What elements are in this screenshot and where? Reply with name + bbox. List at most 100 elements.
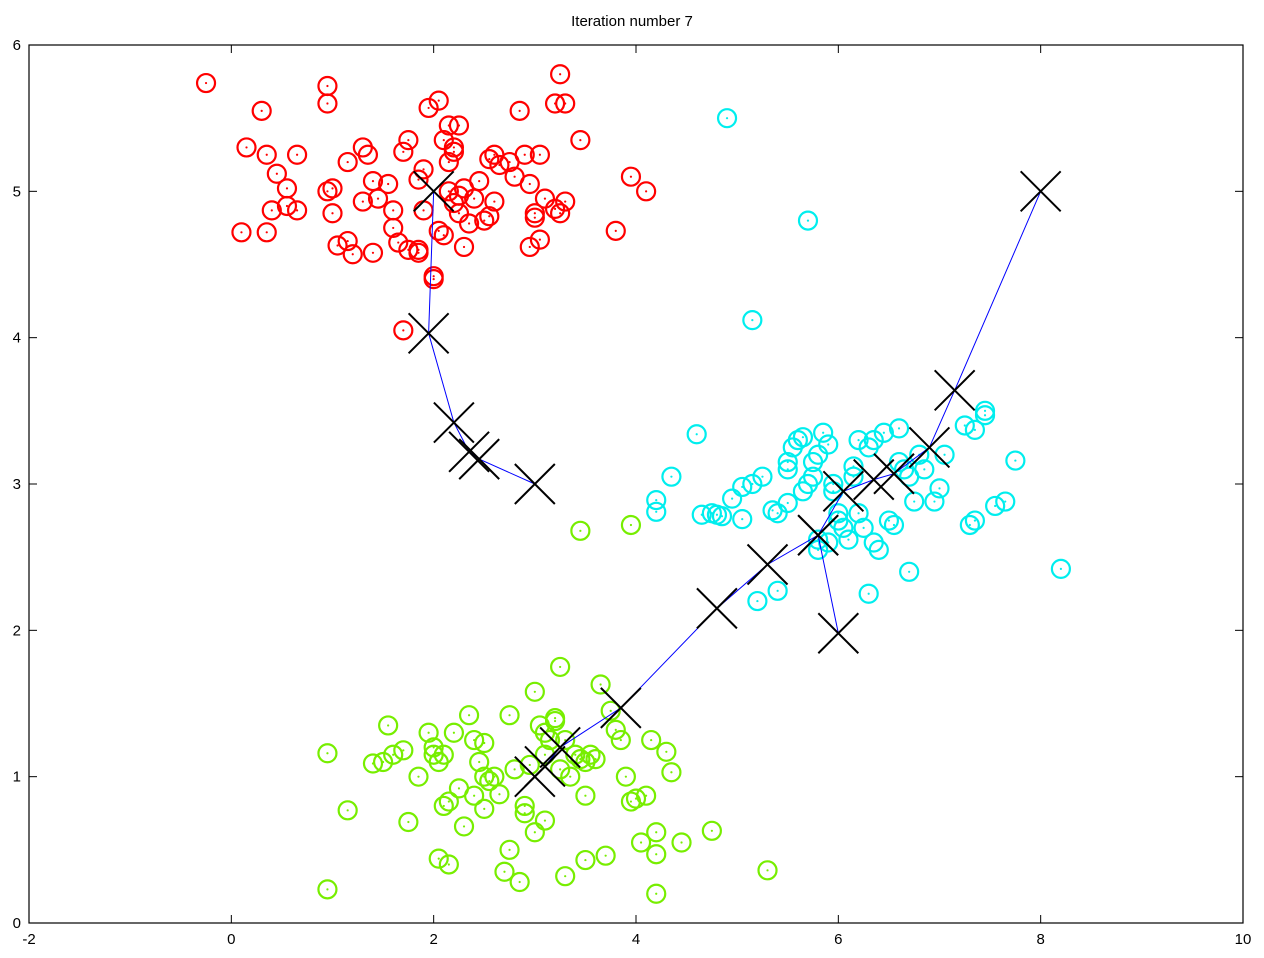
data-point-center <box>442 753 445 756</box>
data-point <box>514 803 535 824</box>
data-point-center <box>402 329 405 332</box>
data-point-center <box>462 245 466 249</box>
data-point-center <box>543 819 547 822</box>
data-point-center <box>827 541 830 544</box>
data-point <box>964 419 986 440</box>
data-point <box>408 169 429 190</box>
data-point-center <box>933 500 936 503</box>
data-point <box>337 230 358 252</box>
data-point-center <box>569 775 572 778</box>
data-point <box>458 705 480 726</box>
x-tick-label: 6 <box>834 931 842 948</box>
data-point-center <box>523 804 526 808</box>
data-point <box>732 509 753 530</box>
data-point-center <box>877 548 880 551</box>
centroid-marker-stroke-b <box>539 726 581 769</box>
data-point <box>428 848 449 869</box>
data-point-center <box>432 275 435 278</box>
data-point <box>438 854 459 875</box>
data-point-center <box>270 209 273 212</box>
data-point-center <box>650 738 653 742</box>
data-point-center <box>827 443 830 446</box>
data-point-center <box>882 431 885 434</box>
data-point-center <box>397 241 400 244</box>
data-point-center <box>584 794 587 797</box>
data-point <box>317 879 338 900</box>
data-point-center <box>351 253 354 256</box>
centroid-marker-stroke-b <box>822 470 865 513</box>
data-point-center <box>326 84 329 88</box>
data-point-center <box>776 589 779 592</box>
data-point <box>716 108 738 129</box>
data-point-center <box>579 139 582 142</box>
data-point <box>378 173 399 195</box>
centroid-marker-stroke-b <box>524 745 566 788</box>
data-point <box>555 191 576 212</box>
data-point-center <box>447 863 450 866</box>
data-point <box>469 170 490 192</box>
data-point-center <box>543 753 547 756</box>
data-point-center <box>847 538 850 541</box>
data-point-center <box>892 523 896 527</box>
data-point <box>398 239 419 260</box>
data-point-center <box>887 519 891 522</box>
data-point-center <box>1014 459 1017 462</box>
data-point-center <box>488 158 491 161</box>
data-point-center <box>371 179 375 183</box>
data-point-center <box>852 475 855 478</box>
data-point <box>691 504 712 525</box>
y-tick-label: 3 <box>13 476 21 493</box>
data-point-center <box>665 750 668 753</box>
data-point-center <box>387 724 390 727</box>
data-point <box>534 810 556 831</box>
data-point-center <box>402 150 405 153</box>
data-point-center <box>427 731 430 734</box>
data-point <box>807 539 829 560</box>
data-point-center <box>442 234 445 237</box>
data-point <box>590 674 611 695</box>
data-point <box>529 229 550 250</box>
data-point <box>555 93 576 114</box>
data-point <box>276 195 298 217</box>
data-point <box>317 181 338 202</box>
data-point-center <box>417 248 420 251</box>
data-point-center <box>513 175 516 178</box>
data-point-center <box>842 526 845 530</box>
data-point <box>509 100 530 121</box>
data-point <box>266 163 287 184</box>
data-point <box>575 785 596 806</box>
data-point <box>974 400 996 421</box>
data-point-center <box>538 153 541 156</box>
data-point <box>909 444 930 465</box>
data-point <box>317 93 338 114</box>
data-point-center <box>832 482 835 486</box>
data-point-center <box>392 209 395 212</box>
data-point-center <box>427 106 430 110</box>
data-point <box>479 149 500 170</box>
data-point-center <box>457 787 461 790</box>
centroid-marker-stroke-b <box>600 687 642 729</box>
centroid-trajectory-centroid_2 <box>797 170 1062 654</box>
data-point <box>251 100 272 121</box>
data-point-center <box>695 433 698 436</box>
data-point <box>236 137 257 158</box>
data-point <box>595 845 616 866</box>
data-point-center <box>973 519 977 522</box>
data-point <box>686 424 707 445</box>
data-point <box>883 514 905 536</box>
data-point <box>453 236 475 258</box>
data-point-center <box>584 858 587 862</box>
data-point <box>544 93 566 114</box>
data-point <box>747 590 768 612</box>
data-point <box>813 422 834 443</box>
series-cluster_3 <box>317 514 778 904</box>
data-point <box>489 154 510 176</box>
data-point <box>858 583 879 604</box>
data-point <box>408 766 429 787</box>
data-point <box>423 269 444 290</box>
data-point <box>671 832 692 853</box>
data-point <box>767 580 788 601</box>
data-point <box>322 203 343 224</box>
data-point <box>539 729 561 751</box>
data-point-center <box>518 109 521 112</box>
